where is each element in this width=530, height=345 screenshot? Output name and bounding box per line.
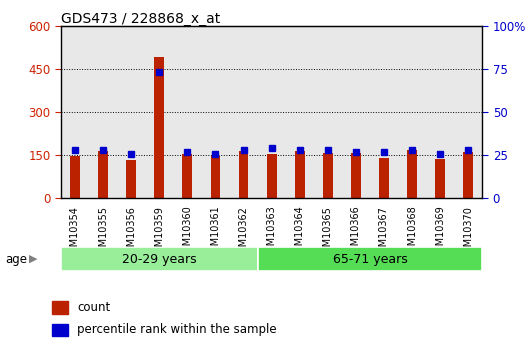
- Bar: [52, 301, 68, 314]
- Bar: [52, 324, 68, 336]
- Text: 65-71 years: 65-71 years: [332, 253, 408, 266]
- Bar: [154, 58, 164, 198]
- Text: GSM10363: GSM10363: [267, 206, 277, 258]
- Text: GSM10359: GSM10359: [154, 206, 164, 258]
- Text: 20-29 years: 20-29 years: [122, 253, 197, 266]
- Text: percentile rank within the sample: percentile rank within the sample: [77, 323, 277, 336]
- Bar: [435, 159, 445, 198]
- Text: GSM10364: GSM10364: [295, 206, 305, 258]
- Text: GSM10362: GSM10362: [238, 206, 249, 258]
- Bar: [238, 151, 249, 198]
- Bar: [323, 153, 333, 198]
- Text: GSM10365: GSM10365: [323, 206, 333, 258]
- Bar: [379, 158, 389, 198]
- Text: GSM10360: GSM10360: [182, 206, 192, 258]
- Text: GDS473 / 228868_x_at: GDS473 / 228868_x_at: [61, 12, 220, 26]
- Text: age: age: [5, 253, 28, 266]
- Text: GSM10361: GSM10361: [210, 206, 220, 258]
- Bar: [351, 153, 361, 198]
- Text: GSM10356: GSM10356: [126, 206, 136, 258]
- Bar: [267, 154, 277, 198]
- Bar: [70, 156, 80, 198]
- Bar: [126, 159, 136, 198]
- Bar: [182, 154, 192, 198]
- Bar: [61, 247, 258, 271]
- Bar: [98, 151, 108, 198]
- Bar: [463, 152, 473, 198]
- Text: GSM10368: GSM10368: [407, 206, 417, 258]
- Text: GSM10366: GSM10366: [351, 206, 361, 258]
- Text: GSM10370: GSM10370: [463, 206, 473, 258]
- Text: GSM10369: GSM10369: [435, 206, 445, 258]
- Bar: [258, 247, 482, 271]
- Text: count: count: [77, 301, 111, 314]
- Text: GSM10367: GSM10367: [379, 206, 389, 258]
- Bar: [295, 151, 305, 198]
- Text: GSM10354: GSM10354: [70, 206, 80, 258]
- Text: GSM10355: GSM10355: [98, 206, 108, 259]
- Bar: [210, 156, 220, 198]
- Bar: [407, 150, 417, 198]
- Text: ▶: ▶: [29, 254, 38, 264]
